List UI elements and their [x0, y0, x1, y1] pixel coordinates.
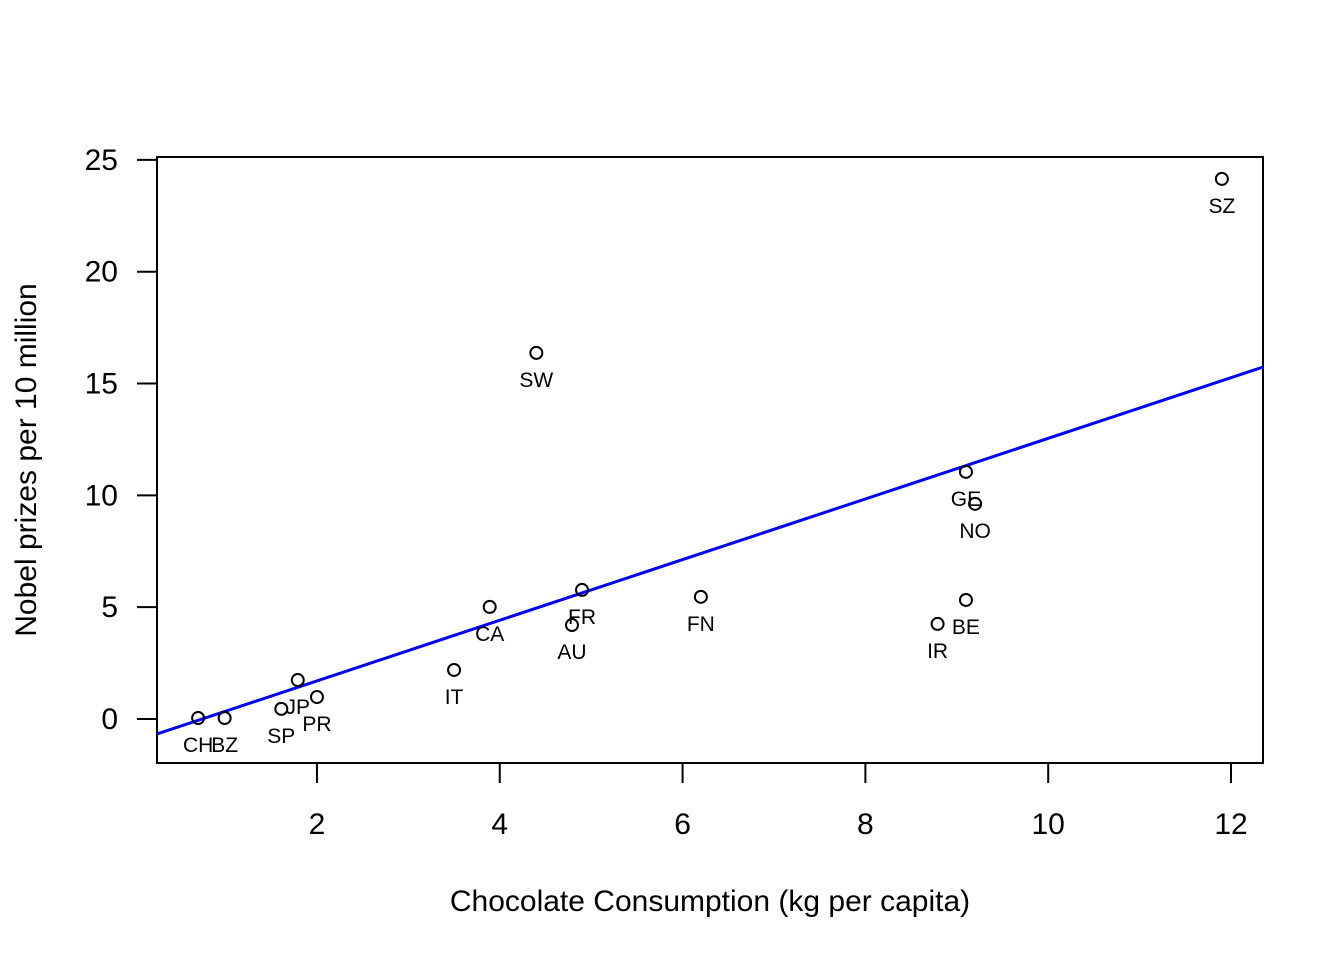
point-label: CH — [183, 734, 213, 757]
point-label: IR — [927, 640, 948, 663]
plot-frame — [156, 156, 1264, 764]
point-label: PR — [302, 713, 331, 736]
data-point — [693, 589, 708, 604]
y-tick-label: 0 — [101, 703, 118, 736]
data-point — [968, 496, 983, 511]
y-axis-label: Nobel prizes per 10 million — [10, 283, 43, 637]
point-label: SP — [267, 725, 295, 748]
data-point — [274, 701, 289, 716]
point-label: BZ — [211, 734, 238, 757]
point-label: BE — [952, 616, 980, 639]
x-tick-label: 8 — [857, 808, 874, 841]
data-point — [191, 711, 206, 726]
x-tick-label: 4 — [491, 808, 508, 841]
regression-line — [157, 365, 1263, 736]
y-tick-label: 25 — [85, 144, 118, 177]
data-point — [482, 599, 497, 614]
point-label: CA — [475, 623, 504, 646]
point-label: FR — [568, 606, 596, 629]
point-label: AU — [557, 641, 586, 664]
y-tick-label: 10 — [85, 479, 118, 512]
x-tick-label: 10 — [1032, 808, 1065, 841]
y-tick-label: 5 — [101, 591, 118, 624]
x-tick-label: 6 — [674, 808, 691, 841]
data-point — [930, 616, 945, 631]
data-point — [958, 464, 973, 479]
x-tick-label: 12 — [1214, 808, 1247, 841]
data-point — [529, 345, 544, 360]
data-point — [958, 592, 973, 607]
data-point — [290, 673, 305, 688]
data-point — [447, 662, 462, 677]
data-point — [564, 618, 579, 633]
point-label: FN — [687, 613, 715, 636]
x-tick-label: 2 — [309, 808, 326, 841]
point-label: JP — [286, 696, 311, 719]
x-axis: 2 4 6 8 10 12 — [309, 763, 1248, 841]
point-label: NO — [959, 520, 991, 543]
data-point — [575, 582, 590, 597]
y-axis: 0 5 10 15 20 25 — [85, 144, 157, 736]
point-label: IT — [445, 686, 464, 709]
point-label: GE — [951, 488, 981, 511]
data-point — [1214, 171, 1229, 186]
point-label: SW — [519, 369, 553, 392]
data-point — [217, 711, 232, 726]
x-axis-label: Chocolate Consumption (kg per capita) — [450, 885, 970, 918]
point-label: SZ — [1208, 195, 1235, 218]
data-point — [309, 690, 324, 705]
y-tick-label: 20 — [85, 256, 118, 289]
y-tick-label: 15 — [85, 368, 118, 401]
